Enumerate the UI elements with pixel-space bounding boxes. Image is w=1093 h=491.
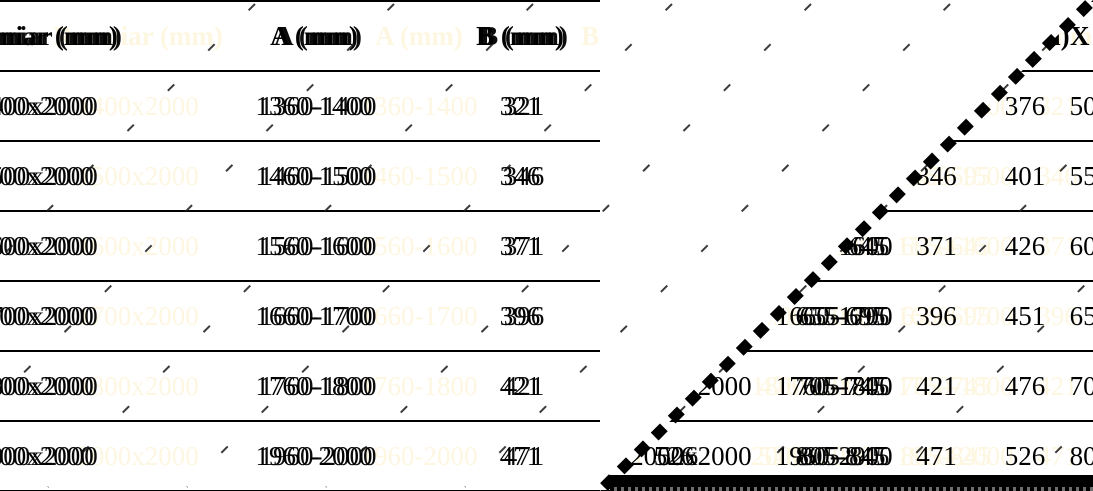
cell-a: 1760-1800: [188, 350, 440, 422]
cell-x: 555-595: [1069, 140, 1093, 212]
col-header-a: A (mm): [188, 0, 440, 72]
col-header-x: X (mm): [748, 0, 933, 72]
cell-rozmiar: 1700x2000: [0, 280, 188, 352]
cell-b: 471: [440, 420, 600, 491]
cell-rozmiar: 2000x2000: [0, 420, 188, 491]
table-body-front: 1400x20001360-1400321376505-5451500x2000…: [0, 70, 933, 491]
spec-table-primary: Rozmiar (mm) A (mm) B (mm) C (mm) X (mm)…: [0, 0, 933, 491]
cell-rozmiar: 1400x2000: [0, 70, 188, 142]
cell-c: 476: [600, 350, 748, 422]
cell-b: 321: [440, 70, 600, 142]
cell-c: 401: [980, 140, 1070, 212]
bottom-bar-dither-edge: [610, 487, 1093, 491]
cell-c: 376: [600, 70, 748, 142]
col-header-rozmiar: Rozmiar (mm): [0, 0, 188, 72]
cell-x: 605-645: [748, 210, 933, 282]
cell-rozmiar: 1600x2000: [0, 210, 188, 282]
cell-x: 655-695: [1069, 280, 1093, 352]
col-header-x: X (mm): [1069, 0, 1093, 72]
cell-x: 505-545: [748, 70, 933, 142]
cell-c: 376: [980, 70, 1070, 142]
cell-c: 426: [600, 210, 748, 282]
col-header-b: B (mm): [440, 0, 600, 72]
cell-b: 346: [440, 140, 600, 212]
cell-a: 1660-1700: [188, 280, 440, 352]
cell-c: 426: [980, 210, 1070, 282]
cell-x: 505-545: [1069, 70, 1093, 142]
cell-c: 401: [600, 140, 748, 212]
cell-c: 476: [980, 350, 1070, 422]
cell-a: 1560-1600: [188, 210, 440, 282]
cell-b: 396: [440, 280, 600, 352]
cell-a: 1960-2000: [188, 420, 440, 491]
cell-x: 705-745: [1069, 350, 1093, 422]
spec-table-front: Rozmiar (mm) A (mm) B (mm) C (mm) X (mm)…: [0, 0, 933, 491]
cell-a: 1460-1500: [188, 140, 440, 212]
col-header-c: C (mm): [980, 0, 1070, 72]
cell-c: 451: [980, 280, 1070, 352]
cell-a: 1360-1400: [188, 70, 440, 142]
cell-rozmiar: 1500x2000: [0, 140, 188, 212]
cell-x: 705-745: [748, 350, 933, 422]
col-header-c: C (mm): [600, 0, 748, 72]
cell-b: 421: [440, 350, 600, 422]
cell-x: 555-595: [748, 140, 933, 212]
cell-x: 605-645: [1069, 210, 1093, 282]
cell-rozmiar: 1800x2000: [0, 350, 188, 422]
cell-x: 655-695: [748, 280, 933, 352]
cell-c: 451: [600, 280, 748, 352]
table-header-row: Rozmiar (mm) A (mm) B (mm) C (mm) X (mm): [0, 0, 933, 72]
cell-b: 371: [440, 210, 600, 282]
